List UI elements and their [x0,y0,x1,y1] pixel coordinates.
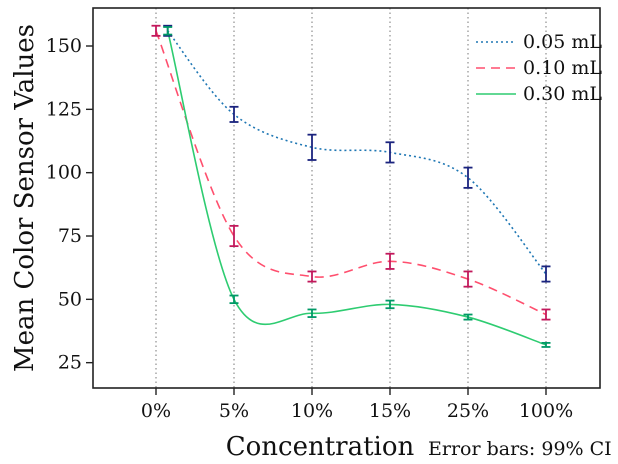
plot-area-frame [92,7,601,389]
series-lines [155,30,547,346]
x-axis-title: Concentration [226,432,415,462]
series-line-0 [167,30,547,275]
x-axis: 0% 5% 10% 15% 25% 100% [141,388,573,422]
legend: 0.05 mL 0.10 mL 0.30 mL [476,31,602,105]
error-bar [463,313,473,321]
x-tick-label: 25% [447,400,489,422]
y-tick-label: 100 [46,162,82,184]
series-line-1 [155,30,547,316]
y-tick-label: 25 [58,352,82,374]
error-bar [151,24,161,37]
error-bar [463,270,473,288]
error-bar-note: Error bars: 99% CI [428,438,612,460]
y-axis: 25 50 75 100 125 150 [46,35,93,374]
error-bar [541,308,551,321]
error-bar [385,252,395,270]
x-tick-label: 5% [219,400,249,422]
x-tick-label: 0% [141,400,171,422]
legend-label: 0.30 mL [523,83,602,105]
error-bar [307,133,317,161]
x-tick-label: 15% [369,400,411,422]
y-tick-label: 150 [46,35,82,57]
error-bar [163,26,173,36]
error-bar [385,299,395,310]
error-bar [229,224,239,248]
error-bar [229,294,239,305]
x-tick-label: 100% [519,400,573,422]
gridlines [155,8,547,388]
y-axis-title: Mean Color Sensor Values [10,24,40,372]
error-bar [307,270,317,283]
y-tick-label: 50 [58,288,82,310]
y-tick-label: 75 [58,225,82,247]
x-tick-label: 10% [291,400,333,422]
error-bar [463,166,473,189]
error-bars [151,24,551,348]
series-line-2 [166,30,547,346]
error-bar [541,342,551,348]
y-tick-label: 125 [46,98,82,120]
legend-label: 0.10 mL [523,57,602,79]
legend-label: 0.05 mL [523,31,602,53]
error-bar [229,105,239,123]
error-bar [307,308,317,318]
error-bar [541,265,551,283]
error-bar [385,141,395,164]
